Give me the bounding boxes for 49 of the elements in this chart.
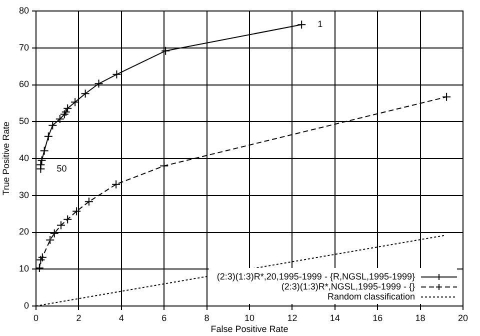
x-tick-label: 0 — [33, 312, 39, 323]
y-tick-label: 80 — [18, 5, 29, 16]
x-tick-label: 16 — [372, 312, 383, 323]
y-tick-label: 70 — [18, 42, 29, 52]
point — [112, 70, 122, 79]
annotation: 1 — [318, 19, 323, 30]
annotation: 50 — [56, 163, 67, 174]
x-tick-label: 18 — [415, 312, 426, 323]
point — [40, 146, 49, 156]
legend-label: (2:3)(1:3)R*,20,1995-1999 - {R,NGSL,1995-1999} — [216, 271, 415, 282]
y-tick-label: 10 — [18, 264, 29, 274]
point — [112, 180, 121, 189]
x-tick-label: 20 — [458, 312, 468, 323]
point — [44, 132, 53, 141]
point — [80, 89, 90, 98]
y-axis-title: True Positive Rate — [0, 122, 11, 196]
legend-label: Random classification — [327, 291, 415, 302]
point — [297, 20, 306, 30]
point — [72, 206, 82, 216]
y-tick-label: 30 — [18, 190, 29, 200]
y-tick-label: 50 — [18, 116, 29, 126]
point — [160, 161, 169, 170]
y-tick-label: 0 — [24, 300, 29, 310]
x-axis-title: False Positive Rate — [210, 324, 288, 334]
point — [63, 214, 72, 224]
point — [161, 46, 170, 56]
point — [55, 114, 64, 124]
point — [61, 108, 70, 117]
point — [50, 228, 59, 238]
point — [56, 220, 66, 230]
legend-label: (2:3)(1:3)R*,NGSL,1995-1999 - {} — [281, 281, 415, 292]
x-tick-label: 4 — [118, 312, 124, 323]
x-tick-label: 12 — [287, 312, 298, 323]
point — [84, 197, 94, 206]
x-tick-label: 2 — [76, 312, 82, 323]
y-tick-label: 60 — [18, 79, 29, 90]
point — [70, 98, 80, 107]
point — [442, 92, 452, 102]
x-tick-label: 14 — [330, 312, 340, 323]
point — [38, 252, 47, 262]
x-tick-label: 10 — [244, 312, 255, 323]
point — [60, 110, 69, 119]
point — [36, 255, 46, 264]
point — [94, 79, 104, 88]
y-tick-label: 40 — [18, 152, 29, 163]
x-tick-label: 8 — [204, 312, 210, 323]
point — [46, 235, 55, 244]
x-tick-label: 6 — [162, 312, 167, 323]
y-tick-label: 20 — [18, 226, 29, 237]
